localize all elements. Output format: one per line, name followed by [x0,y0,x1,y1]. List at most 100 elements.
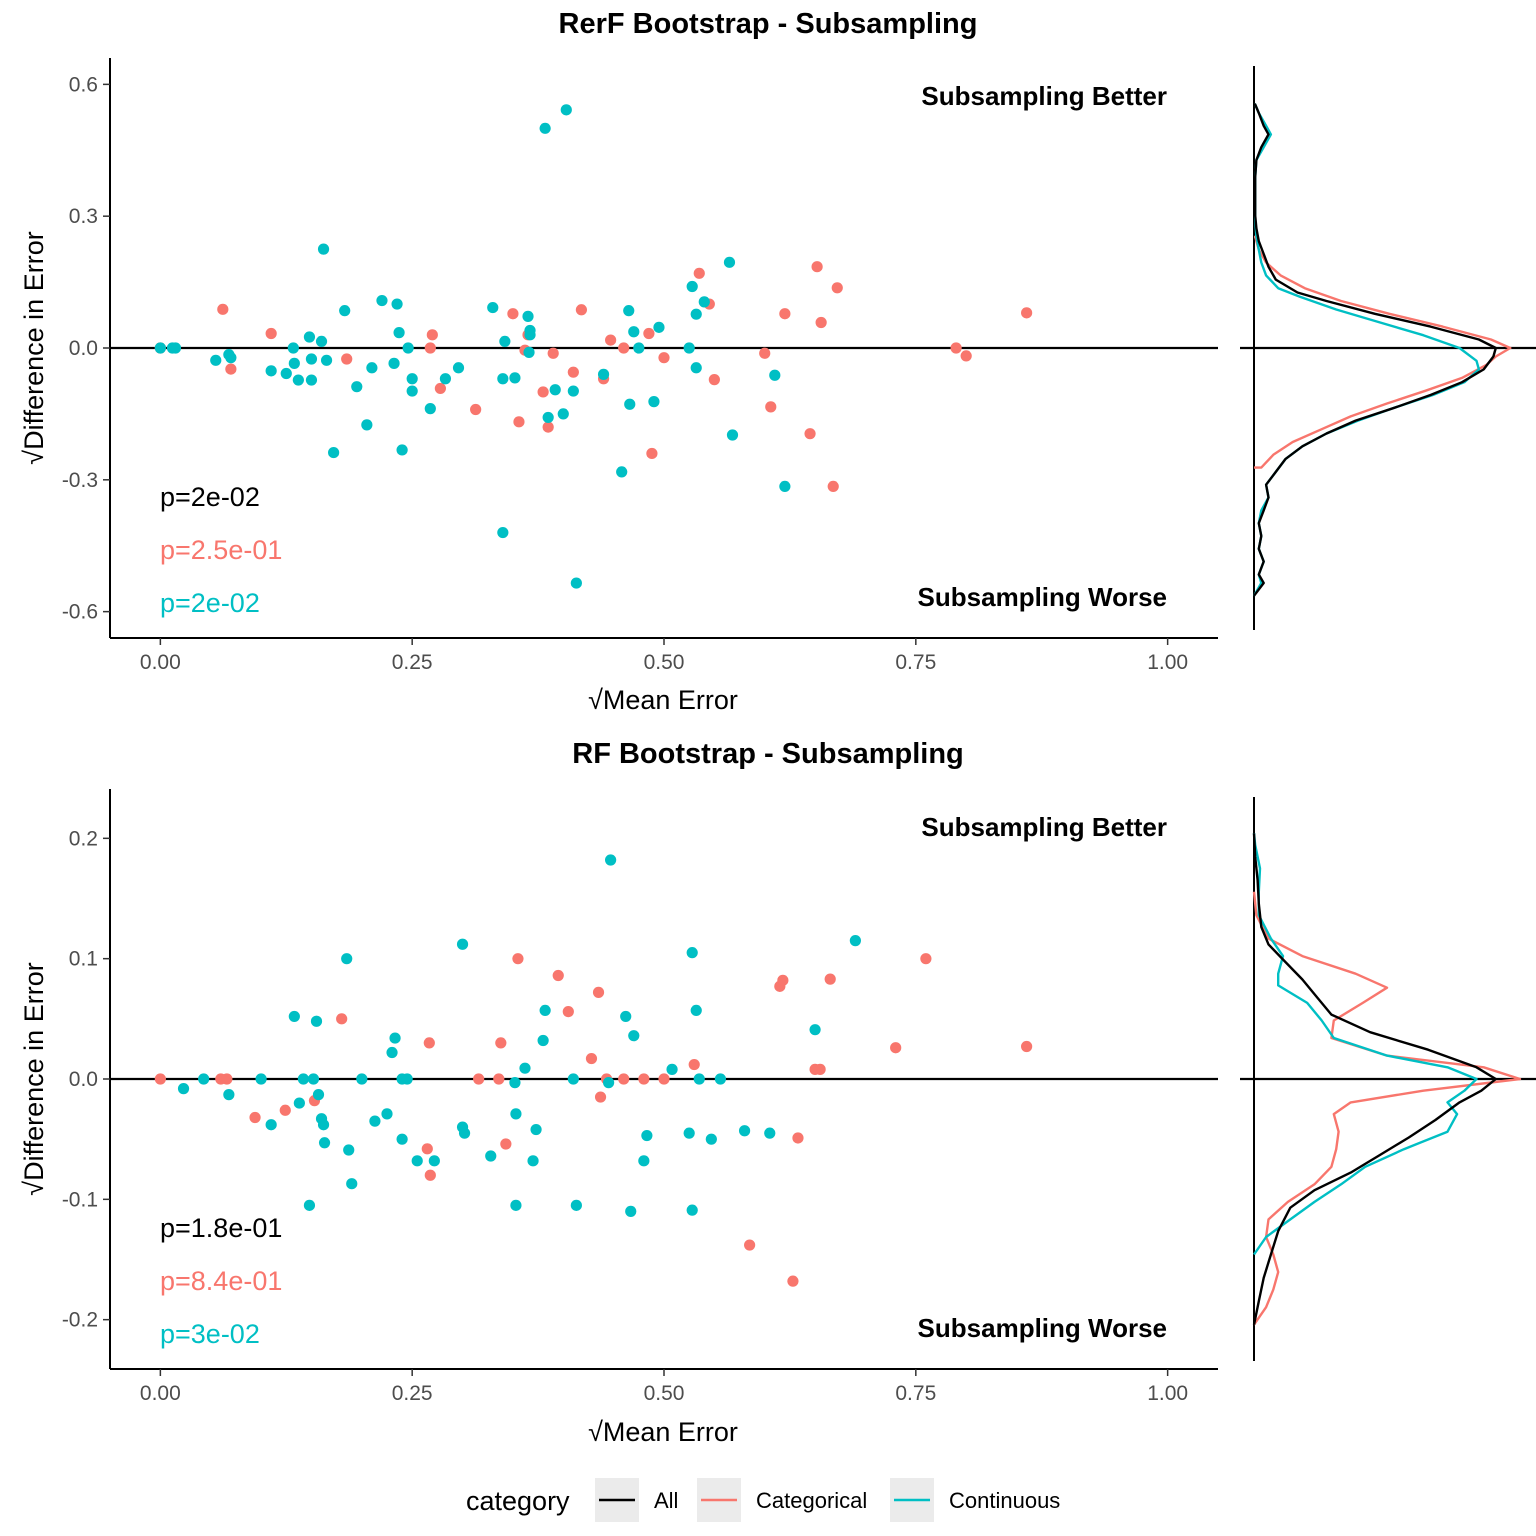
x-axis-title: √Mean Error [588,1417,738,1447]
point-categorical [824,973,836,985]
point-categorical [658,352,670,364]
point-continuous [317,243,330,255]
point-continuous [293,1097,305,1109]
pvalue-all: p=1.8e-01 [160,1213,282,1243]
y-tick-label: -0.3 [62,469,98,492]
point-continuous [317,1119,330,1131]
point-continuous [686,947,698,959]
point-continuous [633,342,645,354]
y-tick-label: 0.0 [69,337,98,360]
point-continuous [280,367,292,380]
density-curve-continuous [1252,833,1478,1256]
point-continuous [406,385,418,397]
point-continuous [312,1089,325,1101]
legend-label-continuous: Continuous [949,1488,1060,1513]
point-categorical [217,303,229,315]
point-continuous [388,357,400,369]
point-categorical [960,350,972,362]
y-tick-label: -0.6 [62,601,98,624]
point-continuous [411,1155,423,1167]
y-tick-label: 0.1 [69,948,98,971]
point-continuous [485,1150,497,1162]
point-continuous [510,1199,522,1211]
subsampling-better-label: Subsampling Better [921,81,1167,111]
point-continuous [315,335,328,348]
point-continuous [690,362,702,374]
point-categorical [693,267,705,279]
point-categorical [708,374,720,386]
point-continuous [303,1199,316,1211]
point-continuous [686,280,698,293]
y-axis-title: √Difference in Error [19,962,49,1195]
point-continuous [764,1127,776,1139]
point-continuous [570,577,582,589]
x-tick-label: 0.75 [895,651,936,674]
point-continuous [154,342,166,354]
legend-label-categorical: Categorical [756,1488,867,1513]
y-tick-label: 0.6 [69,73,98,96]
point-continuous [686,1204,698,1216]
point-continuous [456,938,469,950]
point-continuous [391,298,403,310]
point-continuous [519,1062,531,1074]
point-categorical [336,1013,348,1025]
point-continuous [523,346,535,358]
point-continuous [522,310,534,322]
point-continuous [406,373,418,385]
point-categorical [585,1052,598,1065]
point-categorical [424,1169,436,1181]
point-categorical [787,1275,799,1287]
point-continuous [305,374,318,386]
point-continuous [809,1024,821,1036]
point-continuous [328,446,340,459]
panel-rf: RF Bootstrap - Subsampling 0.00 0.25 0.50 0… [19,738,1536,1447]
subsampling-worse-label: Subsampling Worse [918,1313,1167,1343]
point-continuous [705,1133,717,1145]
point-continuous [542,411,554,424]
point-continuous [343,1144,355,1156]
point-categorical [658,1073,670,1085]
point-categorical [470,403,482,416]
point-categorical [950,342,962,354]
point-continuous [210,354,222,366]
point-categorical [225,363,237,375]
point-continuous [307,1073,320,1085]
point-continuous [499,335,511,348]
point-continuous [225,352,237,364]
point-continuous [690,308,702,320]
point-categorical [221,1073,233,1085]
point-continuous [339,305,351,317]
point-continuous [524,329,536,341]
point-continuous [255,1073,267,1085]
point-categorical [618,1073,630,1085]
point-continuous [714,1073,727,1085]
point-categorical [744,1239,756,1251]
point-continuous [666,1063,678,1075]
point-continuous [424,403,436,415]
subsampling-better-label: Subsampling Better [921,812,1167,842]
point-categorical [575,304,588,316]
point-continuous [539,1004,551,1017]
density-curve-categorical [1252,891,1522,1326]
pvalue-all: p=2e-02 [160,482,260,512]
point-continuous [366,362,378,374]
legend-label-all: All [654,1488,678,1513]
point-categorical [542,421,554,433]
point-continuous [381,1108,393,1120]
point-categorical [547,347,559,359]
y-tick-label: -0.2 [62,1309,98,1332]
point-categorical [605,334,617,346]
scatter-plot: 0.00 0.25 0.50 0.75 1.00 -0.6 -0.3 0.0 0.3 0.6 [62,58,1218,674]
point-continuous [653,321,665,333]
point-continuous [530,1123,542,1136]
point-categorical [500,1138,512,1150]
point-continuous [616,466,628,478]
point-continuous [628,1030,640,1042]
point-categorical [804,428,816,440]
point-continuous [738,1125,751,1137]
point-continuous [297,1073,309,1085]
point-categorical [512,953,524,965]
legend: category All Categorical Continuous [466,1478,1060,1522]
